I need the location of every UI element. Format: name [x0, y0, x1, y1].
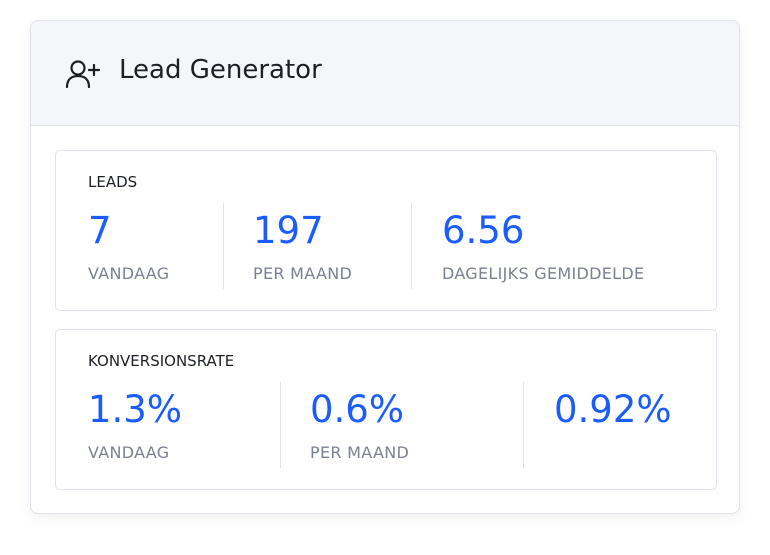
add-user-icon — [65, 60, 101, 89]
widget-card: Lead Generator LEADS 7 VANDAAG 197 PER M… — [30, 20, 740, 514]
widget-title: Lead Generator — [119, 55, 322, 85]
section-title: KONVERSIONSRATE — [88, 352, 235, 370]
stat-label: VANDAAG — [88, 264, 170, 283]
stat-value: 197 — [253, 209, 324, 252]
divider — [223, 203, 224, 289]
stat-label: DAGELIJKS GEMIDDELDE — [442, 264, 645, 283]
stat-label: VANDAAG — [88, 443, 170, 462]
stat-value: 0.92% — [554, 388, 672, 431]
stat-value: 1.3% — [88, 388, 182, 431]
stat-section: KONVERSIONSRATE 1.3% VANDAAG 0.6% PER MA… — [55, 329, 717, 490]
stat-value: 6.56 — [442, 209, 525, 252]
stat-value: 0.6% — [310, 388, 404, 431]
section-title: LEADS — [88, 173, 138, 191]
stat-label: PER MAAND — [310, 443, 410, 462]
widget-header: Lead Generator — [31, 21, 739, 126]
stat-value: 7 — [88, 209, 112, 252]
divider — [411, 203, 412, 289]
divider — [280, 382, 281, 468]
divider — [523, 382, 524, 468]
stat-label: PER MAAND — [253, 264, 353, 283]
stat-section: LEADS 7 VANDAAG 197 PER MAAND 6.56 DAGEL… — [55, 150, 717, 311]
